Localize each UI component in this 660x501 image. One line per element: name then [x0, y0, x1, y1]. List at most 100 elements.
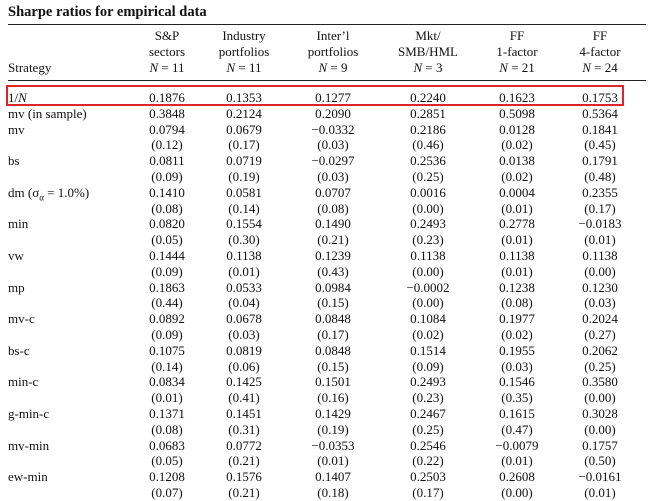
pvalue-cell: (0.02) [412, 326, 444, 342]
pvalue-cell: (0.04) [228, 295, 260, 311]
sharpe-cell: 0.1138 [226, 247, 262, 263]
column-header-line1: FF [509, 28, 525, 43]
highlight-box [6, 85, 624, 106]
column-header-line1: Mkt/ [415, 28, 441, 43]
sharpe-cell: 0.0794 [149, 121, 185, 137]
pvalue-cell: (0.17) [228, 137, 260, 153]
strategy-label: min-c [8, 374, 39, 390]
pvalue-cell: (0.01) [584, 484, 616, 500]
column-header-4: Mkt/SMB/HML N = 3 [386, 28, 470, 76]
sharpe-cell: 0.1277 [315, 90, 351, 105]
pvalue-cell: (0.01) [228, 263, 260, 279]
column-header-line1: Industry [222, 28, 266, 43]
strategy-label: mv [8, 121, 25, 137]
pvalue-cell: (0.12) [151, 137, 183, 153]
table-row-pvalues: (0.01) (0.41) (0.16) (0.23) (0.35) (0.00) [0, 390, 660, 406]
sharpe-cell: 0.1977 [499, 311, 535, 327]
column-header-line2: sectors [148, 44, 186, 59]
column-header-n: N = 21 [499, 60, 535, 75]
pvalue-cell: (0.21) [228, 453, 260, 469]
sharpe-cell: 0.1623 [499, 90, 535, 105]
table-row-pvalues: (0.09) (0.19) (0.03) (0.25) (0.02) (0.48) [0, 169, 660, 185]
pvalue-cell: (0.01) [317, 453, 349, 469]
pvalue-cell: (0.01) [151, 390, 183, 406]
pvalue-cell: (0.00) [584, 390, 616, 406]
sharpe-cell: 0.0819 [226, 342, 262, 358]
column-header-6: FF 4-factor N = 24 [558, 28, 642, 76]
sharpe-cell: 0.1407 [315, 469, 351, 485]
sharpe-cell: 0.0834 [149, 374, 185, 390]
column-header-line2: 4-factor [579, 44, 621, 59]
pvalue-cell: (0.08) [151, 200, 183, 216]
pvalue-cell: (0.00) [412, 263, 444, 279]
strategy-label: bs [8, 153, 20, 169]
sharpe-cell: 0.0848 [315, 342, 351, 358]
header-rule [8, 80, 646, 81]
pvalue-cell: (0.21) [317, 232, 349, 248]
pvalue-cell: (0.15) [317, 295, 349, 311]
pvalue-cell: (0.46) [412, 137, 444, 153]
pvalue-cell: (0.31) [228, 421, 260, 437]
table-body: 1/N 0.1876 0.1353 0.1277 0.2240 0.1623 0.1753 m… [0, 90, 660, 501]
pvalue-cell: (0.07) [151, 484, 183, 500]
pvalue-cell: (0.47) [501, 421, 533, 437]
sharpe-cell: 0.2536 [410, 153, 446, 169]
sharpe-cell: 0.1410 [149, 184, 185, 200]
pvalue-cell: (0.22) [412, 453, 444, 469]
table-row-pvalues: (0.05) (0.30) (0.21) (0.23) (0.01) (0.01) [0, 232, 660, 248]
pvalue-cell: (0.23) [412, 390, 444, 406]
sharpe-cell: 0.2186 [410, 121, 446, 137]
sharpe-cell: 0.2062 [582, 342, 618, 358]
sharpe-cell: 0.1230 [582, 279, 618, 295]
pvalue-cell: (0.09) [151, 168, 183, 184]
sharpe-cell: −0.0079 [495, 437, 539, 453]
pvalue-cell: (0.05) [151, 453, 183, 469]
sharpe-cell: 0.1238 [499, 279, 535, 295]
strategy-label: vw [8, 247, 24, 263]
sharpe-cell: −0.0297 [311, 153, 355, 169]
pvalue-cell: (0.30) [228, 232, 260, 248]
sharpe-cell: 0.1546 [499, 374, 535, 390]
strategy-label: g-min-c [8, 405, 50, 421]
sharpe-cell: 0.0533 [226, 279, 262, 295]
sharpe-cell: 0.1841 [582, 121, 618, 137]
sharpe-cell: 0.0848 [315, 311, 351, 327]
sharpe-cell: 0.1138 [582, 247, 618, 263]
pvalue-cell: (0.17) [412, 484, 444, 500]
strategy-label: dm (σα = 1.0%) [8, 184, 90, 203]
pvalue-cell: (0.18) [317, 484, 349, 500]
sharpe-cell: 0.2467 [410, 405, 446, 421]
pvalue-cell: (0.09) [151, 263, 183, 279]
sharpe-cell: 0.1576 [226, 469, 262, 485]
pvalue-cell: (0.48) [584, 168, 616, 184]
sharpe-cell: 0.5364 [582, 105, 618, 121]
sharpe-cell: 0.0678 [226, 311, 262, 327]
table-row-pvalues: (0.09) (0.01) (0.43) (0.00) (0.01) (0.00) [0, 264, 660, 280]
column-header-line2: portfolios [218, 44, 270, 59]
column-header-n: N = 9 [318, 60, 348, 75]
sharpe-cell: 0.1429 [315, 405, 351, 421]
pvalue-cell: (0.00) [501, 484, 533, 500]
sharpe-cell: −0.0002 [406, 279, 450, 295]
sharpe-cell: 0.2124 [226, 105, 262, 121]
table-row-pvalues: (0.08) (0.31) (0.19) (0.25) (0.47) (0.00) [0, 422, 660, 438]
sharpe-cell: 0.1554 [226, 216, 262, 232]
table-row: dm (σα = 1.0%) 0.1410 0.0581 0.0707 0.0016 0.… [0, 184, 660, 203]
pvalue-cell: (0.25) [412, 421, 444, 437]
top-rule [8, 24, 646, 25]
table-row: g-min-c 0.1371 0.1451 0.1429 0.2467 0.1615 0.3… [0, 406, 660, 422]
sharpe-cell: −0.0353 [311, 437, 355, 453]
sharpe-cell: 0.2355 [582, 184, 618, 200]
sharpe-cell: 0.3028 [582, 405, 618, 421]
sharpe-cell: 0.1757 [582, 437, 618, 453]
sharpe-cell: 0.2608 [499, 469, 535, 485]
sharpe-cell: 0.1490 [315, 216, 351, 232]
strategy-label: mp [8, 279, 25, 295]
sharpe-cell: 0.1138 [410, 247, 446, 263]
sharpe-cell: 0.5098 [499, 105, 535, 121]
table-row: mv-min 0.0683 0.0772 −0.0353 0.2546 −0.0079 0.… [0, 438, 660, 454]
pvalue-cell: (0.00) [584, 263, 616, 279]
sharpe-cell: 0.1084 [410, 311, 446, 327]
pvalue-cell: (0.19) [228, 168, 260, 184]
pvalue-cell: (0.41) [228, 390, 260, 406]
